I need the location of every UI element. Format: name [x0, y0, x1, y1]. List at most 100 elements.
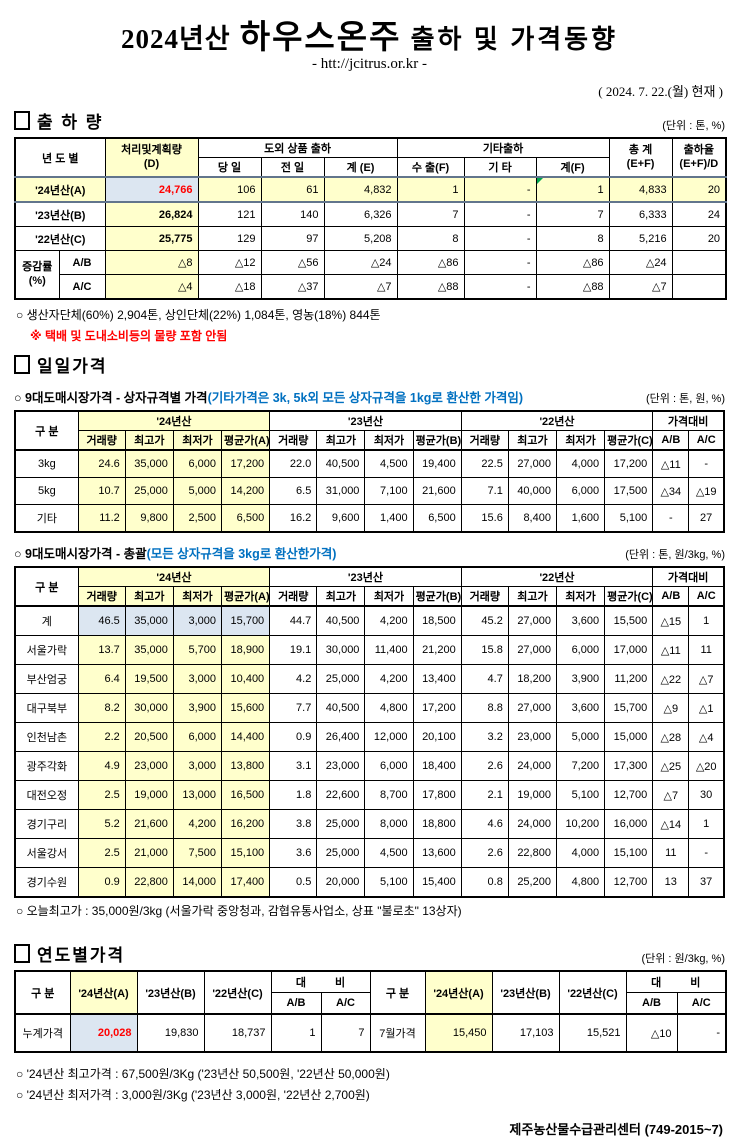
cell: 30,000 — [316, 635, 366, 665]
cell: 25,000 — [124, 477, 174, 505]
table-row: '22년산(C) 25,775 129 97 5,208 8 - 8 5,216… — [14, 226, 727, 251]
cell: 61 — [260, 176, 325, 203]
cell: 6,000 — [172, 449, 223, 478]
cell: 97 — [260, 226, 325, 251]
table-row: 대전오정 2.5 19,000 13,000 16,500 1.8 22,600 8,700 1… — [14, 780, 725, 810]
cell: 1,600 — [555, 504, 606, 533]
subsection-title: ○ 9대도매시장가격 - 총괄 — [14, 547, 147, 561]
table-row: 경기구리 5.2 21,600 4,200 16,200 3.8 25,000 8,000 18… — [14, 809, 725, 839]
unit-label: (단위 : 톤, 원/3kg, %) — [625, 549, 725, 561]
cell: 26,400 — [316, 722, 366, 752]
cell: 19,000 — [507, 780, 557, 810]
row-label: '24년산(A) — [14, 176, 106, 203]
header-line: (E+F) — [626, 157, 655, 170]
cell: 5.2 — [77, 809, 126, 839]
column-header: '23년산(B) — [136, 970, 205, 1015]
cell: 24,766 — [104, 176, 199, 203]
title-suffix: 출하 및 가격동향 — [410, 25, 619, 54]
cell: 20,000 — [316, 867, 366, 898]
cell: △24 — [608, 250, 673, 275]
row-label: 광주각화 — [14, 751, 79, 781]
column-header: 총 계 (E+F) — [608, 137, 673, 178]
column-header: 구 분 — [14, 410, 79, 451]
cell: 15,600 — [221, 693, 271, 723]
page-title: 하우스온주 — [239, 18, 402, 55]
cell: △4 — [688, 722, 725, 752]
column-header: 최저가 — [555, 586, 606, 607]
cell: △20 — [688, 751, 725, 781]
cell: 27,000 — [507, 449, 557, 478]
column-header: A/C — [320, 992, 371, 1015]
cell: 12,000 — [364, 722, 414, 752]
cell: - — [463, 226, 537, 251]
shipment-note: ○ 생산자단체(60%) 2,904톤, 상인단체(22%) 1,084톤, 영… — [16, 308, 381, 322]
cell: 4,200 — [364, 664, 414, 694]
column-header: 처리및계획량 (D) — [104, 137, 199, 178]
cell: 35,000 — [124, 635, 174, 665]
cell: 22,800 — [124, 867, 174, 898]
column-header: 최저가 — [555, 430, 606, 451]
column-header: 구 분 — [14, 566, 79, 607]
cell: 40,500 — [316, 693, 366, 723]
cell: 3,600 — [555, 693, 606, 723]
cell: 15,700 — [604, 693, 654, 723]
subsection-note: (모든 상자규격을 3kg로 환산한가격) — [146, 547, 337, 561]
cell: △9 — [652, 693, 690, 723]
column-header: '22년산 — [460, 410, 654, 431]
cell: 15,100 — [604, 838, 654, 868]
cell: △86 — [535, 250, 610, 275]
table-row: 인천남촌 2.2 20,500 6,000 14,400 0.9 26,400 12,000 2… — [14, 722, 725, 752]
cell: 7.1 — [460, 477, 509, 505]
box-price-subheading: ○ 9대도매시장가격 - 상자규격별 가격(기타가격은 3k, 5k외 모든 상… — [14, 387, 725, 406]
cell: 1 — [535, 176, 610, 203]
cell: △86 — [396, 250, 465, 275]
row-label: 3kg — [14, 449, 79, 478]
cell: 8,000 — [364, 809, 414, 839]
row-label: 부산엄궁 — [14, 664, 79, 694]
cell: - — [463, 201, 537, 227]
cell: 13,400 — [412, 664, 462, 694]
cell: 5,000 — [555, 722, 606, 752]
cell: 22.5 — [460, 449, 509, 478]
cell: 0.5 — [269, 867, 318, 898]
cell: 11,200 — [604, 664, 654, 694]
unit-label: (단위 : 톤, %) — [662, 120, 725, 132]
cell: 15,100 — [221, 838, 271, 868]
table-row: 광주각화 4.9 23,000 3,000 13,800 3.1 23,000 6,000 18… — [14, 751, 725, 781]
cell: 121 — [197, 201, 262, 227]
cell: 3,900 — [555, 664, 606, 694]
row-label: '23년산(B) — [14, 201, 106, 227]
cell: 17,000 — [604, 635, 654, 665]
cell: 18,800 — [412, 809, 462, 839]
cell — [671, 274, 727, 300]
row-label: 경기구리 — [14, 809, 79, 839]
cell: 15.6 — [460, 504, 509, 533]
cell: △10 — [625, 1013, 678, 1053]
website-url: - htt://jcitrus.or.kr - — [312, 56, 427, 72]
cell: 15,450 — [424, 1013, 493, 1053]
cell: 4,833 — [608, 176, 673, 203]
column-header: '24년산(A) — [69, 970, 138, 1015]
yearly-price-table: 구 분 '24년산(A) '23년산(B) '22년산(C) 대 비 구 분 '… — [14, 970, 728, 1053]
cell: 10,200 — [555, 809, 606, 839]
table-row: 기타 11.2 9,800 2,500 6,500 16.2 9,600 1,400 6,500… — [14, 504, 725, 533]
cell: 6.4 — [77, 664, 126, 694]
cell: 7,100 — [364, 477, 414, 505]
column-header: 당 일 — [197, 157, 262, 178]
cell: 11.2 — [77, 504, 126, 533]
today-high-note: ○ 오늘최고가 : 35,000원/3kg (서울가락 중앙청과, 감협유통사업… — [16, 904, 462, 918]
header-line: (%) — [28, 274, 46, 287]
cell: 20 — [671, 226, 727, 251]
cell: 21,600 — [412, 477, 462, 505]
cell: △4 — [104, 274, 199, 300]
cell: 6.5 — [269, 477, 318, 505]
row-label: A/B — [58, 250, 106, 275]
column-header: 가격대비 — [652, 566, 725, 587]
cell: - — [463, 274, 537, 300]
as-of-date: ( 2024. 7. 22.(월) 현재 ) — [598, 84, 723, 99]
section-square-icon — [14, 355, 30, 374]
cell: △19 — [688, 477, 725, 505]
cell: 7,200 — [555, 751, 606, 781]
cell: 2.6 — [460, 838, 509, 868]
table-row: '24년산(A) 24,766 106 61 4,832 1 - 1 4,833… — [14, 176, 727, 203]
